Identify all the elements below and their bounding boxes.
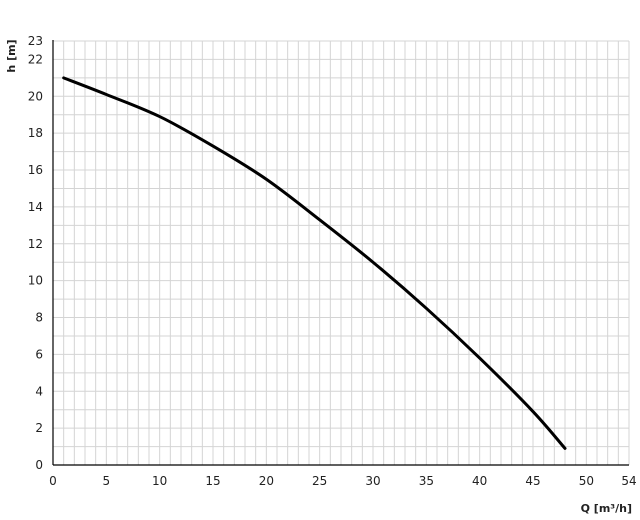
x-tick-label: 25 xyxy=(312,474,327,488)
y-tick-label: 20 xyxy=(28,89,43,103)
x-tick-label: 20 xyxy=(259,474,274,488)
y-tick-label: 8 xyxy=(35,311,43,325)
x-axis-label: Q [m³/h] xyxy=(581,502,632,515)
y-tick-label: 4 xyxy=(35,384,43,398)
y-tick-label: 23 xyxy=(28,34,43,48)
axes xyxy=(52,40,629,466)
x-tick-label: 35 xyxy=(419,474,434,488)
x-tick-label: 15 xyxy=(205,474,220,488)
y-tick-label: 10 xyxy=(28,274,43,288)
pump-curve-line xyxy=(62,76,567,450)
series xyxy=(62,76,567,450)
x-tick-label: 5 xyxy=(103,474,111,488)
y-axis-label: h [m] xyxy=(5,39,18,72)
x-tick-label: 40 xyxy=(472,474,487,488)
y-tick-label: 0 xyxy=(35,458,43,472)
y-tick-label: 14 xyxy=(28,200,43,214)
x-tick-label: 10 xyxy=(152,474,167,488)
y-tick-label: 22 xyxy=(28,52,43,66)
tick-labels: 0 5 10 15 20 25 30 35 40 45 50 54 0 2 4 6 8 10 12 14 16 18 20 2… xyxy=(28,34,637,488)
grid xyxy=(53,40,630,465)
x-tick-label: 50 xyxy=(579,474,594,488)
y-tick-label: 12 xyxy=(28,237,43,251)
x-tick-label: 0 xyxy=(49,474,57,488)
y-tick-label: 16 xyxy=(28,163,43,177)
x-tick-label: 45 xyxy=(525,474,540,488)
x-tick-label: 30 xyxy=(365,474,380,488)
y-tick-label: 6 xyxy=(35,347,43,361)
x-tick-label: 54 xyxy=(621,474,636,488)
y-tick-label: 18 xyxy=(28,126,43,140)
y-tick-label: 2 xyxy=(35,421,43,435)
